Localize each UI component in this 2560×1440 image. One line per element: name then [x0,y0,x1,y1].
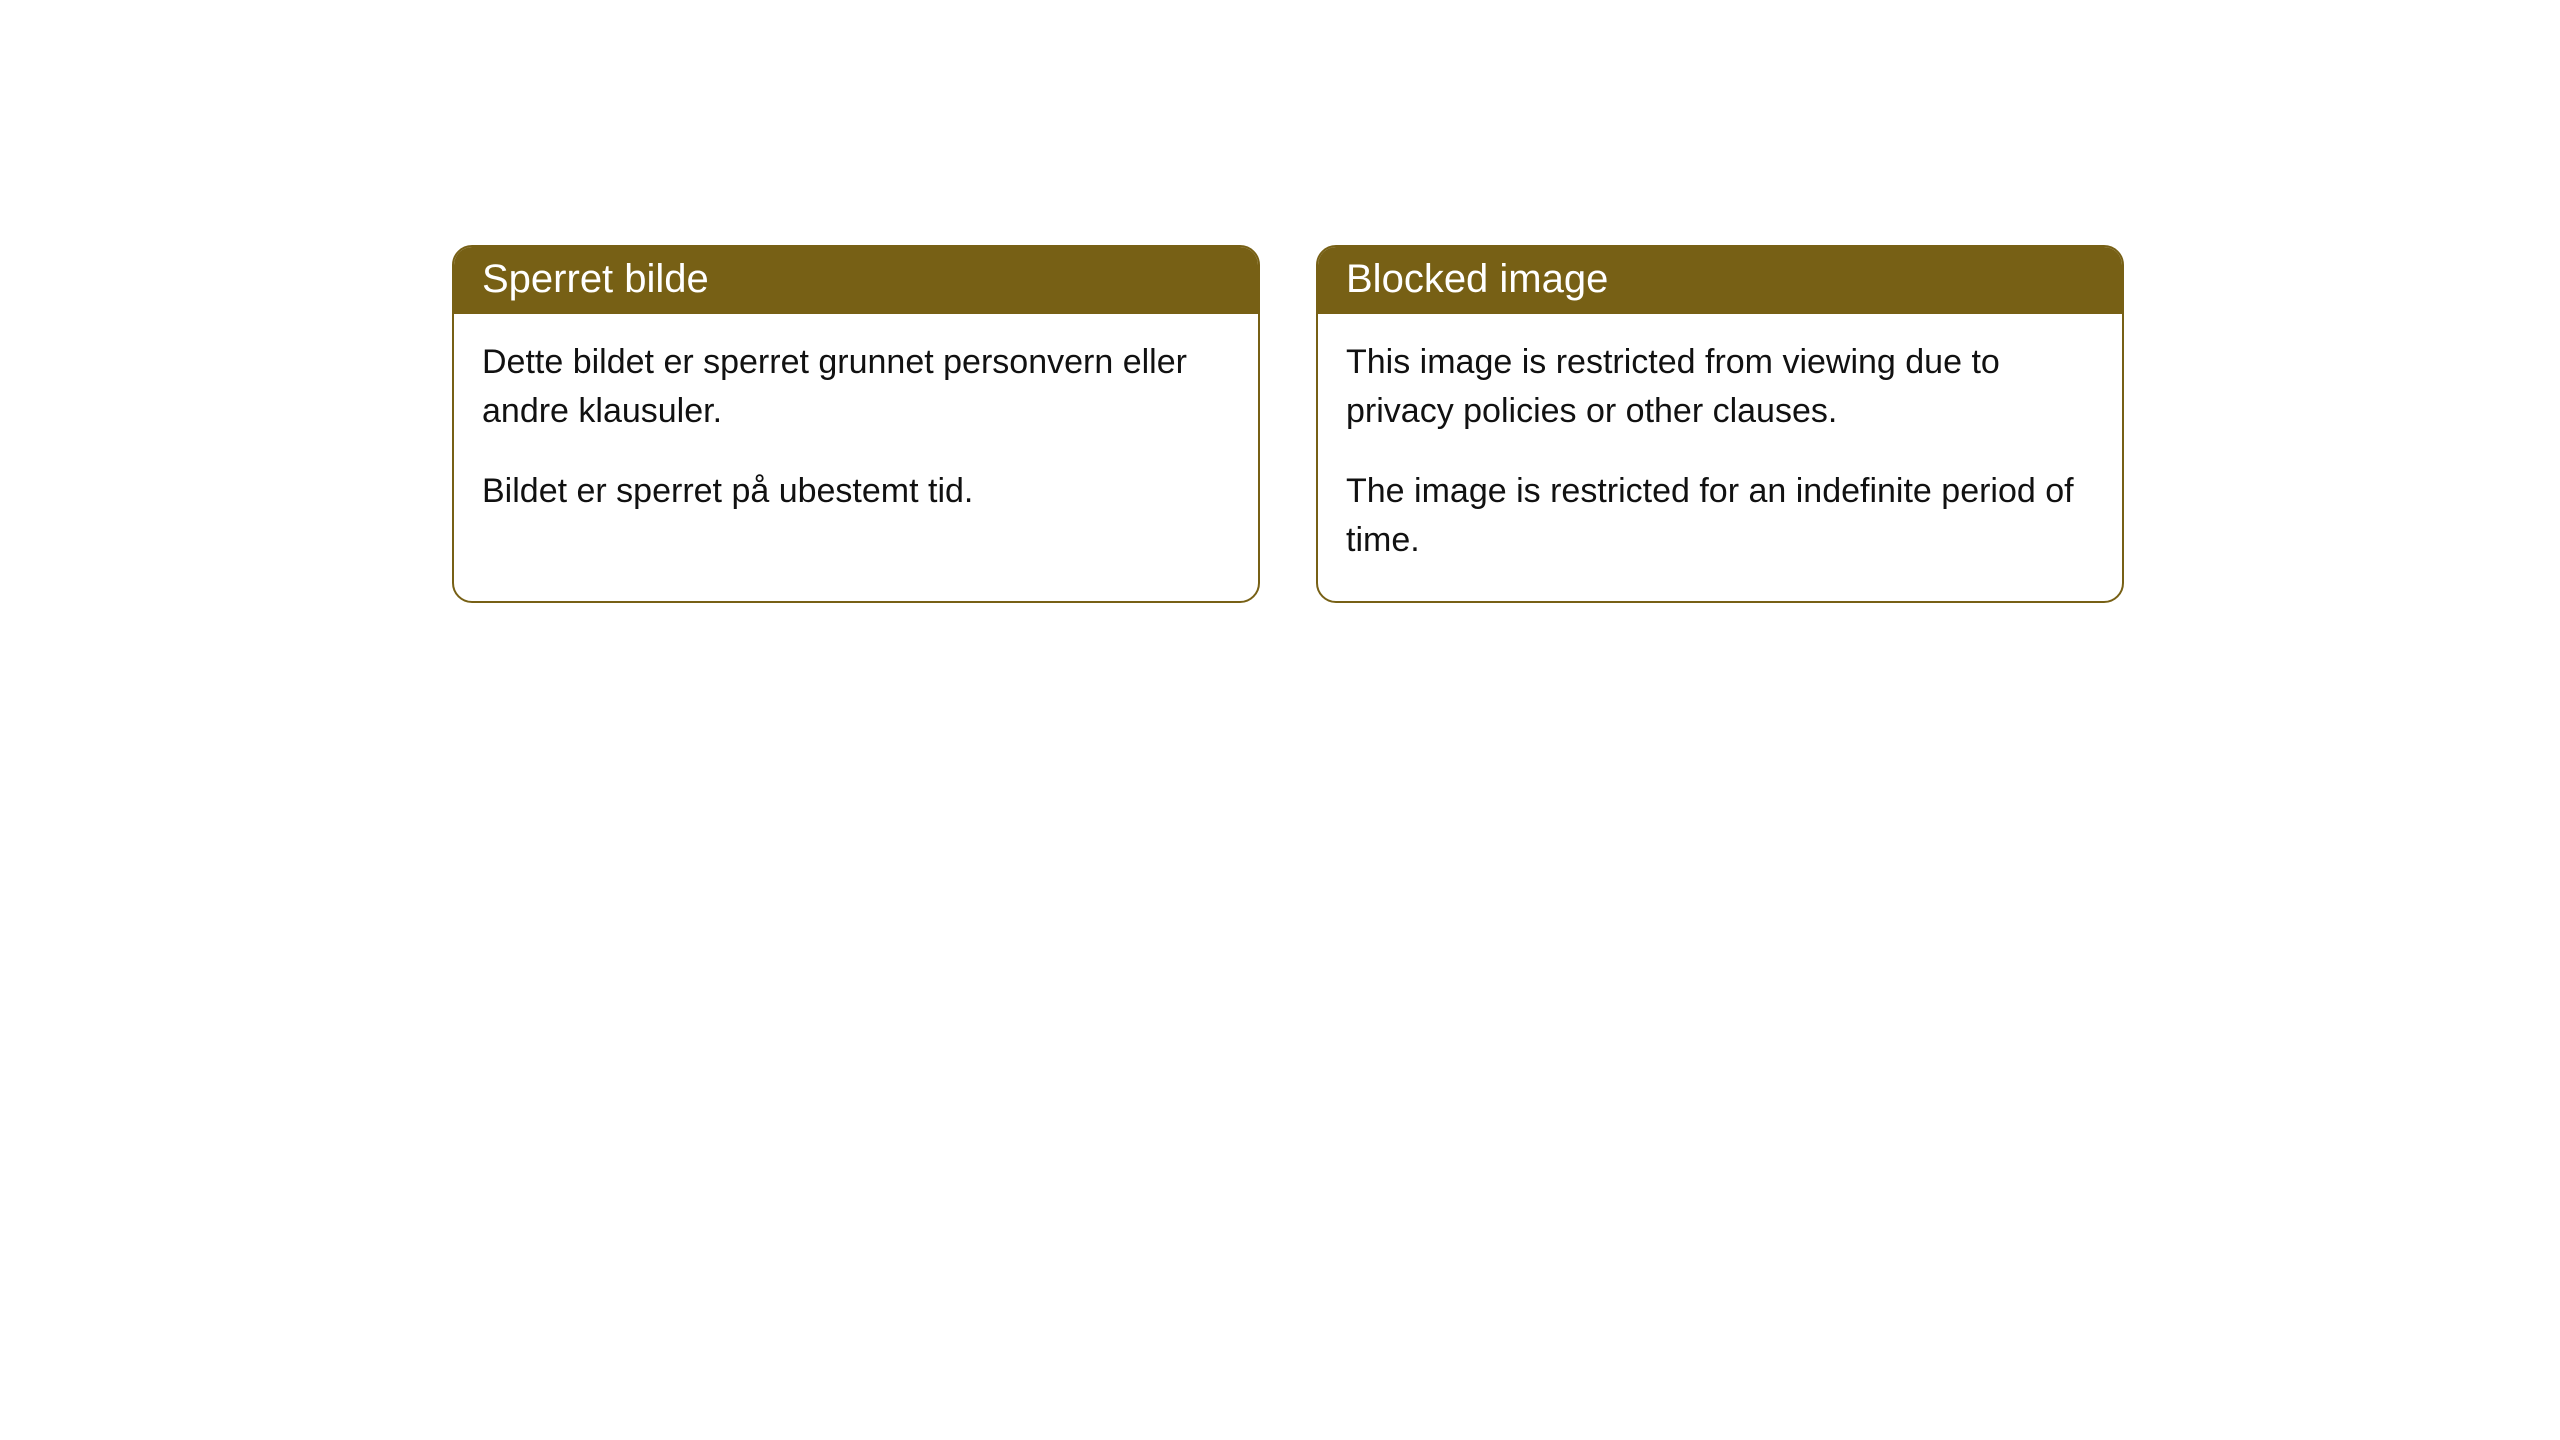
card-paragraph: This image is restricted from viewing du… [1346,338,2094,437]
card-paragraph: The image is restricted for an indefinit… [1346,467,2094,566]
notice-cards-container: Sperret bilde Dette bildet er sperret gr… [0,0,2560,603]
card-paragraph: Bildet er sperret på ubestemt tid. [482,467,1230,516]
notice-card-norwegian: Sperret bilde Dette bildet er sperret gr… [452,245,1260,603]
card-header: Blocked image [1318,247,2122,314]
card-body: Dette bildet er sperret grunnet personve… [454,314,1258,552]
card-paragraph: Dette bildet er sperret grunnet personve… [482,338,1230,437]
notice-card-english: Blocked image This image is restricted f… [1316,245,2124,603]
card-title: Sperret bilde [482,257,709,301]
card-header: Sperret bilde [454,247,1258,314]
card-title: Blocked image [1346,257,1608,301]
card-body: This image is restricted from viewing du… [1318,314,2122,601]
